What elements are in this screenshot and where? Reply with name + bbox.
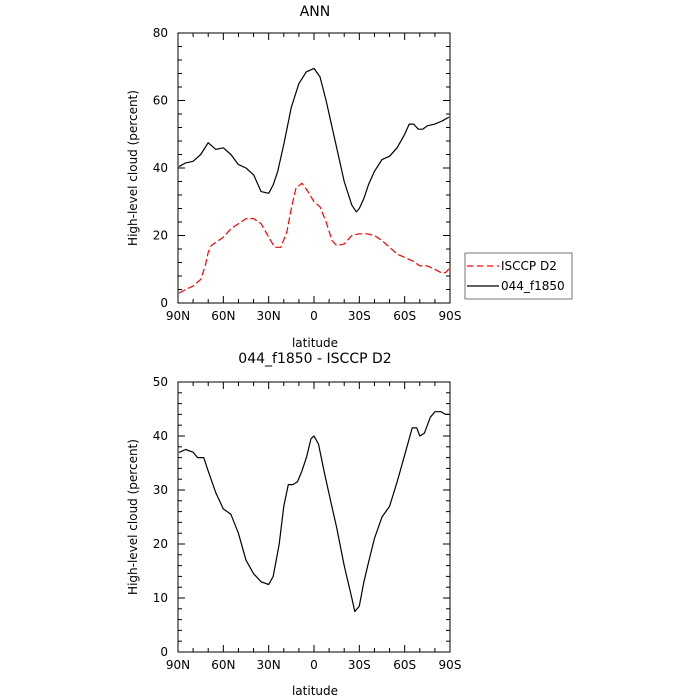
series-line-044-f1850 [178,67,450,213]
top-panel-y-tick-labels: 0 20 40 60 80 [153,26,168,310]
x-tick-label-0: 0 [310,658,318,672]
series-line-isccp-d2 [178,182,450,294]
y-tick-label-20: 20 [153,229,168,243]
bottom-panel-series [178,411,450,613]
top-panel-x-tick-labels: 90N 60N 30N 0 30S 60S 90S [166,309,462,323]
top-panel-title: ANN [300,4,331,20]
x-tick-label-90n: 90N [166,309,190,323]
x-tick-label-90s: 90S [439,658,462,672]
bottom-panel-y-tick-labels: 0 10 20 30 40 50 [153,375,168,659]
legend-box [464,252,573,300]
top-panel-series [178,67,450,294]
bottom-panel: 044_f1850 - ISCCP D2 90N 60N 30N 0 30S 60S 90S… [126,351,461,698]
legend-label-isccp-d2: ISCCP D2 [501,259,557,273]
x-tick-label-0: 0 [310,309,318,323]
top-panel-frame [177,32,451,304]
top-panel-x-ticks [177,33,451,303]
x-tick-label-60n: 60N [211,309,235,323]
series-line-difference-0 [178,411,450,613]
y-tick-label-10: 10 [153,591,168,605]
top-panel-legend: ISCCP D2 044_f1850 [464,252,573,300]
bottom-panel-x-tick-labels: 90N 60N 30N 0 30S 60S 90S [166,658,462,672]
y-tick-label-30: 30 [153,483,168,497]
x-tick-label-30s: 30S [348,309,371,323]
top-panel-y-ticks [178,32,450,304]
bottom-panel-x-ticks [177,382,451,652]
x-tick-label-90n: 90N [166,658,190,672]
x-tick-label-60n: 60N [211,658,235,672]
y-tick-label-0: 0 [160,645,168,659]
x-tick-label-90s: 90S [439,309,462,323]
y-tick-label-40: 40 [153,161,168,175]
top-panel-y-axis-label: High-level cloud (percent) [126,90,140,246]
bottom-panel-frame [177,381,451,653]
x-tick-label-30n: 30N [257,309,281,323]
y-tick-label-80: 80 [153,26,168,40]
legend-label-044-f1850: 044_f1850 [501,279,565,293]
x-tick-label-60s: 60S [393,309,416,323]
x-tick-label-30s: 30S [348,658,371,672]
top-panel: ANN 90N 60N 30N 0 30S 60S 90S 0 20 40 60 80 latitu… [126,4,573,350]
y-tick-label-20: 20 [153,537,168,551]
bottom-panel-y-axis-label: High-level cloud (percent) [126,439,140,595]
x-tick-label-60s: 60S [393,658,416,672]
bottom-panel-x-axis-label: latitude [292,684,338,698]
y-tick-label-60: 60 [153,94,168,108]
top-panel-x-axis-label: latitude [292,336,338,350]
x-tick-label-30n: 30N [257,658,281,672]
y-tick-label-40: 40 [153,429,168,443]
y-tick-label-0: 0 [160,296,168,310]
bottom-panel-title: 044_f1850 - ISCCP D2 [238,351,391,367]
bottom-panel-y-ticks [178,381,450,653]
y-tick-label-50: 50 [153,375,168,389]
